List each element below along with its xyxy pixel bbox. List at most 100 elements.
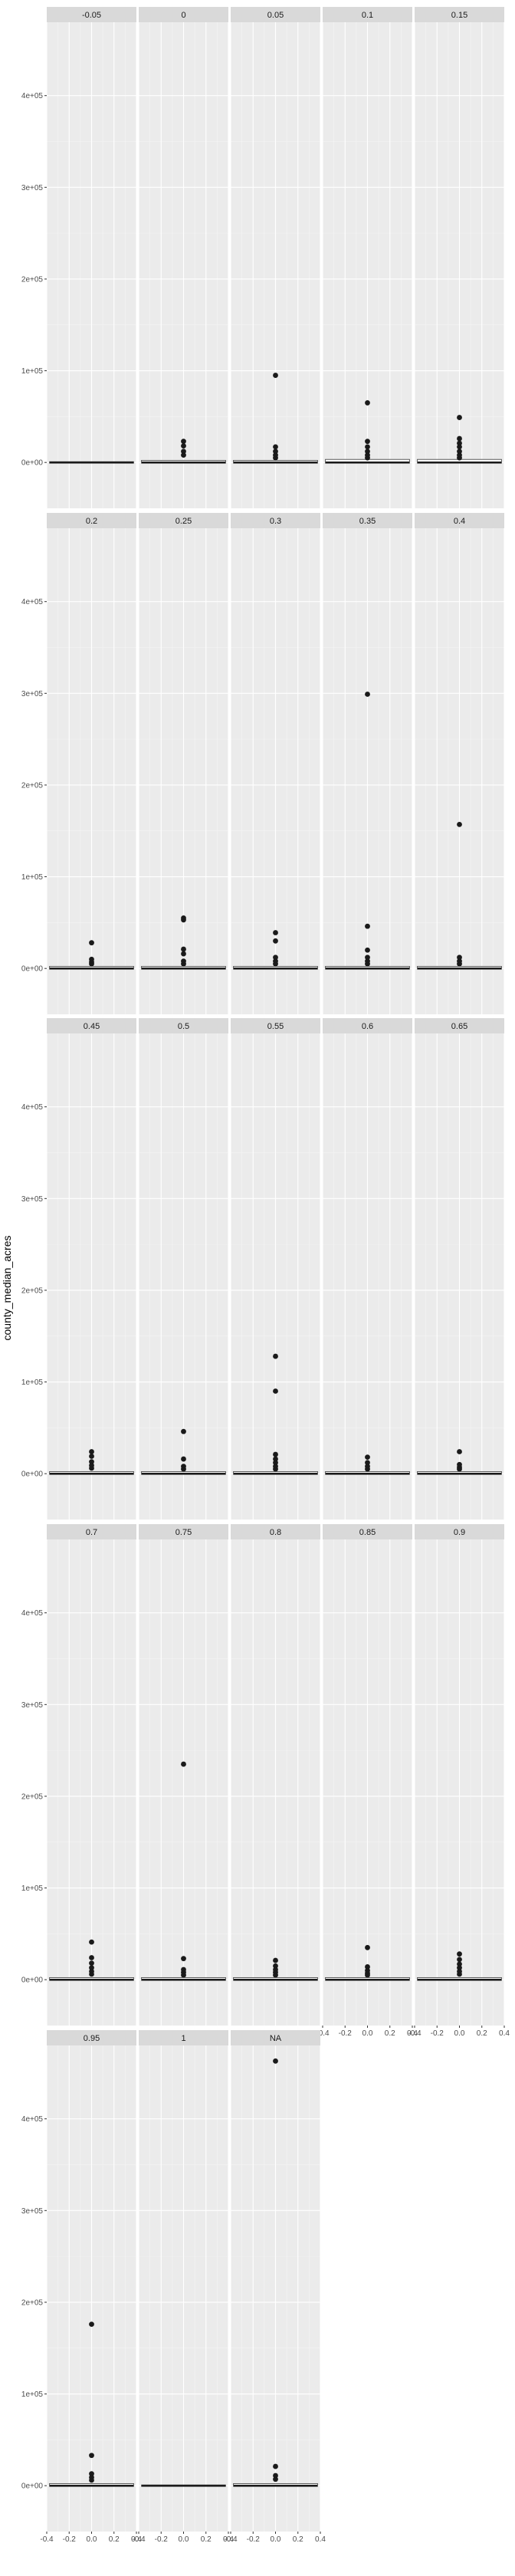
facet-strip [323,7,412,22]
x-tick-label: -0.2 [155,2535,169,2544]
y-tick-label: 1e+05 [21,1378,44,1387]
outlier-point [273,1460,278,1466]
x-tick-label: -0.4 [132,2535,146,2544]
x-tick-label: 0.0 [362,2029,373,2038]
outlier-point [457,1957,462,1963]
facet-strip-label: 0.4 [454,517,465,526]
outlier-point [181,1428,186,1434]
outlier-point [457,435,462,442]
x-tick-label: 0.2 [201,2535,212,2544]
facet-panel: NA -0.4 -0.2 0.0 0.2 0.4 [224,2030,326,2544]
outlier-point [89,1960,94,1967]
facet-strip-label: 0.35 [359,517,376,526]
y-axis-title: county_median_acres [1,1236,13,1341]
facet-strip-label: 0.25 [175,517,192,526]
outlier-point [181,1466,186,1472]
outlier-point [365,1454,370,1460]
y-tick-label: 0e+00 [21,2482,44,2491]
facet-panel: 0.2 0e+00 1e+05 2e+05 3e+05 4e+05 [21,513,137,1014]
outlier-point [89,2453,94,2459]
y-tick-label: 1e+05 [21,367,44,376]
y-tick-label: 0e+00 [21,459,44,468]
y-tick-label: 2e+05 [21,1792,44,1801]
outlier-point [365,955,370,961]
y-tick-label: 0e+00 [21,965,44,974]
outlier-point [273,938,278,944]
facet-strip-label: 0.2 [86,517,97,526]
facet-strip-label: 0.8 [270,1528,281,1537]
facet-strip [323,1018,412,1033]
outlier-point [181,1761,186,1767]
outlier-point [181,439,186,445]
facet-strip-label: 0.3 [270,517,281,526]
outlier-point [457,821,462,827]
facet-strip-label: 0.7 [86,1528,97,1537]
outlier-point [365,444,370,450]
facet-panel: 1 -0.4 -0.2 0.0 0.2 0.4 [132,2030,234,2544]
facet-panel: 0.75 [138,1524,229,2026]
y-tick-label: 3e+05 [21,1195,44,1204]
outlier-point [365,1466,370,1472]
x-tick-label: 0.0 [271,2535,281,2544]
outlier-point [89,2477,94,2483]
outlier-point [457,961,462,967]
facet-strip-label: NA [270,2034,282,2043]
outlier-point [273,1388,278,1394]
facet-panel: 0.95 0e+00 1e+05 2e+05 3e+05 4e+05 -0.4 -0.2 0.0… [21,2030,142,2544]
outlier-point [181,443,186,449]
outlier-point [89,1965,94,1971]
y-tick-label: 2e+05 [21,275,44,284]
facet-strip [415,1018,504,1033]
x-tick-label: 0.4 [131,2535,142,2544]
y-tick-label: 3e+05 [21,1701,44,1710]
outlier-point [89,1449,94,1454]
outlier-point [365,1460,370,1466]
outlier-point [273,449,278,455]
outlier-point [457,1961,462,1967]
outlier-point [273,444,278,450]
x-tick-label: -0.4 [316,2029,330,2038]
facet-panel: 0.1 [322,7,413,508]
outlier-point [273,930,278,935]
outlier-point [457,444,462,450]
outlier-point [89,940,94,946]
outlier-point [273,2476,278,2482]
facet-strip-label: 0.5 [178,1022,189,1031]
facet-panel: 0.25 [138,513,229,1014]
outlier-point [365,455,370,461]
outlier-point [273,1972,278,1978]
x-tick-label: 0.4 [499,2029,510,2038]
outlier-point [457,415,462,420]
x-tick-label: -0.4 [408,2029,422,2038]
outlier-point [181,1972,186,1978]
outlier-point [89,1955,94,1960]
facet-panel: 0 [138,7,229,508]
y-tick-label: 4e+05 [21,1609,44,1618]
y-tick-label: 3e+05 [21,690,44,698]
facet-strip-label: 0.95 [84,2034,100,2043]
outlier-point [273,2472,278,2479]
facet-strip [47,2030,136,2045]
facet-strip [47,1524,136,1539]
facet-panel: 0.15 [414,7,505,508]
y-tick-label: 2e+05 [21,781,44,790]
outlier-point [273,1451,278,1457]
outlier-point [273,1456,278,1462]
facet-strip [47,513,136,528]
outlier-point [181,961,186,967]
x-tick-label: 0.4 [407,2029,418,2038]
facet-strip-label: 0.55 [267,1022,284,1031]
outlier-point [365,439,370,445]
outlier-point [273,1466,278,1472]
x-tick-label: 0.2 [385,2029,395,2038]
facet-panel: 0.3 [230,513,321,1014]
outlier-point [457,440,462,446]
outlier-point [273,2058,278,2064]
facet-strip-label: 0.65 [451,1022,467,1031]
outlier-point [273,1957,278,1963]
facet-panel: 0.45 0e+00 1e+05 2e+05 3e+05 4e+05 [21,1018,137,1520]
x-tick-label: 0.0 [454,2029,465,2038]
facet-strip [231,1018,320,1033]
outlier-point [457,1965,462,1971]
